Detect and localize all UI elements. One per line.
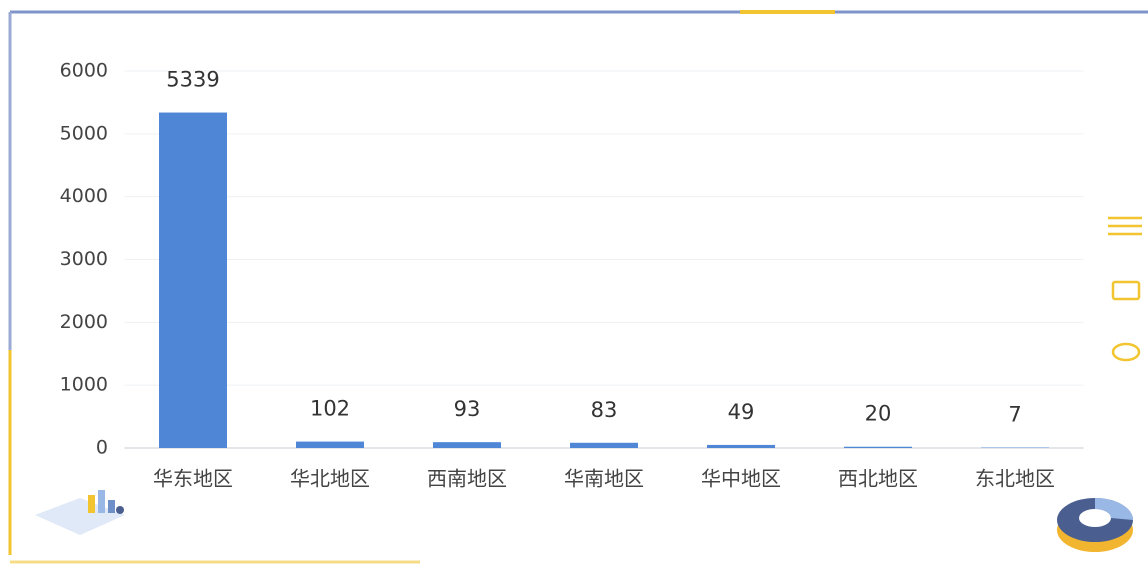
bar (296, 441, 364, 448)
y-tick-label: 6000 (60, 60, 108, 82)
x-tick-label: 华东地区 (153, 467, 233, 491)
y-tick-label: 3000 (60, 248, 108, 270)
bar (159, 112, 227, 448)
data-label: 20 (865, 402, 892, 426)
x-tick-label: 华中地区 (701, 467, 781, 491)
data-label: 93 (454, 397, 481, 421)
x-tick-label: 西南地区 (427, 467, 507, 491)
bar (433, 442, 501, 448)
toolbar (1108, 216, 1142, 362)
x-tick-label: 华南地区 (564, 467, 644, 491)
y-tick-label: 2000 (60, 311, 108, 333)
x-tick-label: 华北地区 (290, 467, 370, 491)
x-tick-label: 西北地区 (838, 467, 918, 491)
menu-icon[interactable] (1108, 216, 1142, 236)
data-label: 5339 (166, 68, 219, 92)
data-label: 49 (728, 400, 755, 424)
y-tick-label: 4000 (60, 185, 108, 207)
y-tick-label: 1000 (60, 374, 108, 396)
data-label: 102 (310, 397, 350, 421)
bar (844, 446, 912, 448)
bar (570, 442, 638, 448)
data-label: 7 (1008, 403, 1021, 427)
mail-icon[interactable] (1111, 280, 1141, 301)
frame (8, 10, 1148, 564)
plot-area: 0 1000 2000 3000 4000 5000 6000 华东地区 5339 华北地区 102… (60, 60, 1084, 491)
y-tick-label: 0 (96, 437, 108, 459)
illustration (35, 490, 125, 535)
chat-icon[interactable] (1111, 342, 1141, 362)
donut-decoration (1057, 498, 1133, 552)
x-tick-label: 东北地区 (975, 467, 1055, 491)
y-tick-label: 5000 (60, 122, 108, 144)
data-label: 83 (591, 398, 618, 422)
bar (707, 444, 775, 448)
